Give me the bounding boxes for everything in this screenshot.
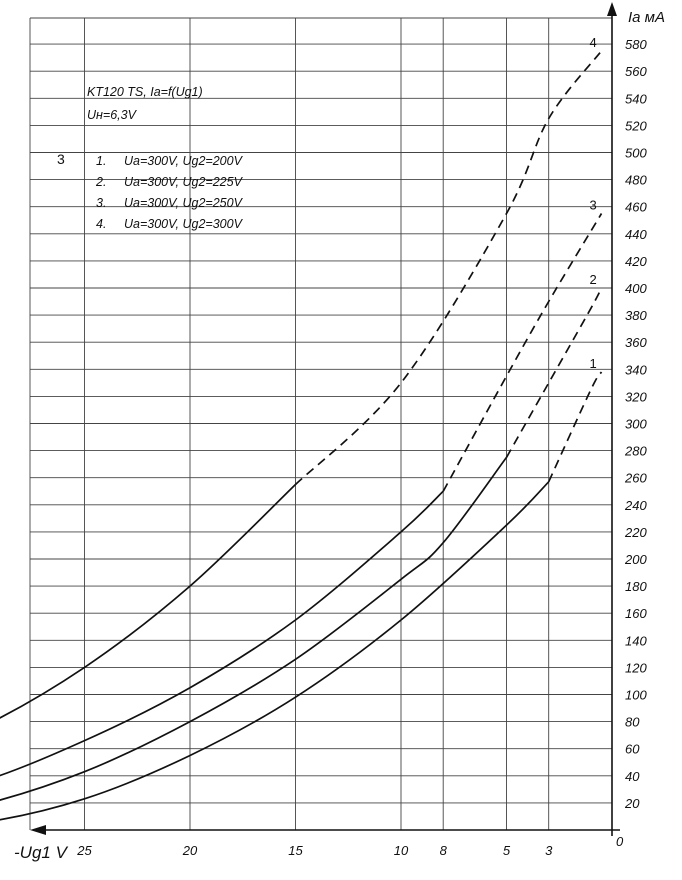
y-tick-label: 240 xyxy=(624,498,647,513)
y-tick-label: 100 xyxy=(625,688,647,703)
x-axis-arrow xyxy=(30,825,46,835)
curve-label-4: 4 xyxy=(589,35,596,50)
chart-subtitle: Uн=6,3V xyxy=(87,108,138,122)
y-tick-label: 20 xyxy=(624,796,640,811)
x-axis-title: -Ug1 V xyxy=(14,843,69,862)
x-tick-label: 15 xyxy=(288,843,303,858)
y-axis-title: Ia мA xyxy=(628,9,665,26)
y-tick-label: 140 xyxy=(625,633,647,648)
x-tick-label: 5 xyxy=(503,843,511,858)
curve-4-dashed xyxy=(294,50,603,486)
curve-1-solid xyxy=(0,481,550,821)
y-tick-label: 260 xyxy=(624,471,647,486)
y-tick-label: 540 xyxy=(625,91,647,106)
curve-3-solid xyxy=(0,490,444,777)
y-tick-label: 300 xyxy=(625,417,647,432)
y-tick-label: 400 xyxy=(625,281,647,296)
legend-text-2: Ua=300V, Ug2=225V xyxy=(124,175,244,189)
x-tick-label: 25 xyxy=(76,843,92,858)
figure-number: 3 xyxy=(57,151,65,167)
y-tick-label: 160 xyxy=(625,606,647,621)
curve-3-dashed xyxy=(442,213,603,492)
x-tick-label: 20 xyxy=(182,843,198,858)
axes xyxy=(30,2,620,836)
grid xyxy=(29,17,612,830)
y-tick-label: 380 xyxy=(625,308,647,323)
y-tick-label: 40 xyxy=(625,769,640,784)
y-tick-label: 500 xyxy=(625,146,647,161)
y-tick-label: 120 xyxy=(625,660,647,675)
legend-text-3: Ua=300V, Ug2=250V xyxy=(124,196,244,210)
curve-label-2: 2 xyxy=(589,272,596,287)
y-tick-label: 320 xyxy=(625,389,647,404)
x-tick-label: 8 xyxy=(440,843,448,858)
y-tick-label: 420 xyxy=(625,254,647,269)
y-tick-label: 440 xyxy=(625,227,647,242)
chart-title: KT120 TS, Ia=f(Ug1) xyxy=(87,85,203,99)
y-tick-label: 280 xyxy=(624,444,647,459)
y-tick-label: 180 xyxy=(625,579,647,594)
y-tick-label: 580 xyxy=(625,37,647,52)
curve-2-dashed xyxy=(505,287,603,458)
y-tick-label: 200 xyxy=(624,552,647,567)
curve-label-1: 1 xyxy=(589,356,596,371)
legend-number-3: 3. xyxy=(96,196,106,210)
legend: 1. Ua=300V, Ug2=200V 2. Ua=300V, Ug2=225… xyxy=(95,154,244,231)
y-tick-label: 220 xyxy=(624,525,647,540)
curves xyxy=(0,50,603,821)
legend-text-4: Ua=300V, Ug2=300V xyxy=(124,217,244,231)
x-tick-label: 10 xyxy=(394,843,409,858)
y-tick-label: 340 xyxy=(625,362,647,377)
y-tick-labels: 20 40 60 80 100 120 140 160 180 200 220 240 260 280 30… xyxy=(624,37,647,811)
curve-labels: 1 2 3 4 xyxy=(589,35,596,371)
x-tick-labels: 4540353025201510853 xyxy=(76,843,553,858)
origin-label: 0 xyxy=(616,834,624,849)
y-tick-label: 520 xyxy=(625,118,647,133)
y-tick-label: 60 xyxy=(625,742,640,757)
curve-2-solid xyxy=(0,456,508,801)
curve-4-solid xyxy=(0,483,297,719)
y-tick-label: 560 xyxy=(625,64,647,79)
y-tick-label: 460 xyxy=(625,200,647,215)
legend-text-1: Ua=300V, Ug2=200V xyxy=(124,154,244,168)
x-tick-label: 3 xyxy=(545,843,553,858)
y-tick-label: 480 xyxy=(625,173,647,188)
y-tick-label: 80 xyxy=(625,715,640,730)
y-tick-label: 360 xyxy=(625,335,647,350)
legend-number-1: 1. xyxy=(96,154,106,168)
legend-number-2: 2. xyxy=(95,175,106,189)
curve-1-dashed xyxy=(547,371,603,483)
y-axis-arrow xyxy=(607,2,617,16)
legend-number-4: 4. xyxy=(96,217,106,231)
curve-label-3: 3 xyxy=(589,197,596,212)
